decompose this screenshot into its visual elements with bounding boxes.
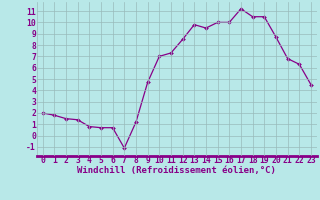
- X-axis label: Windchill (Refroidissement éolien,°C): Windchill (Refroidissement éolien,°C): [77, 166, 276, 175]
